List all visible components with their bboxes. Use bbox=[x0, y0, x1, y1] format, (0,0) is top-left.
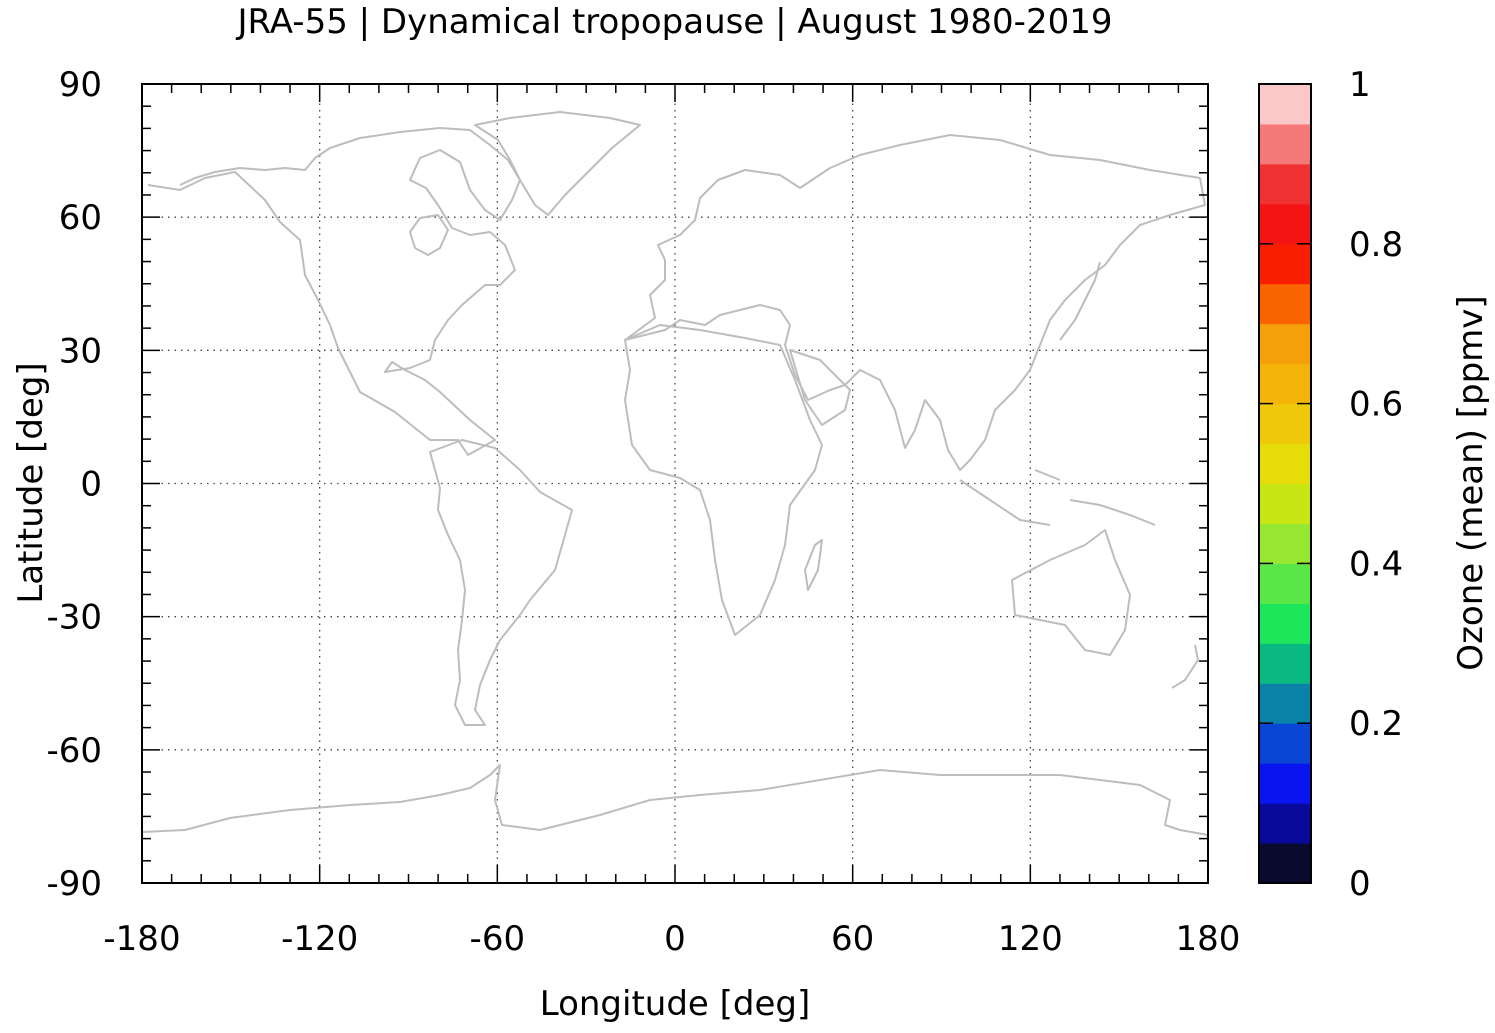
colorbar-tick-label: 0.6 bbox=[1349, 385, 1403, 425]
coast-madagascar bbox=[804, 539, 823, 591]
y-tick-label: 60 bbox=[59, 198, 102, 238]
colorbar-tick-label: 0 bbox=[1349, 864, 1371, 904]
y-tick-label: 90 bbox=[59, 65, 102, 105]
colorbar-label: Ozone (mean) [ppmv] bbox=[1451, 295, 1491, 670]
y-tick-label: 30 bbox=[59, 331, 102, 371]
colorbar-swatch bbox=[1259, 163, 1311, 205]
x-tick-label: 180 bbox=[1176, 919, 1241, 959]
y-axis-label: Latitude [deg] bbox=[11, 362, 51, 603]
colorbar-tick-label: 0.4 bbox=[1349, 544, 1403, 584]
colorbar-swatch bbox=[1259, 403, 1311, 445]
coast-hudson-bay bbox=[409, 214, 449, 256]
colorbar-swatch bbox=[1259, 723, 1311, 764]
x-axis-label: Longitude [deg] bbox=[540, 984, 811, 1024]
colorbar-swatch bbox=[1259, 443, 1311, 484]
colorbar-swatch bbox=[1259, 283, 1311, 325]
colorbar-swatch bbox=[1259, 323, 1311, 365]
colorbar-swatch bbox=[1259, 683, 1311, 724]
y-tick-label: 0 bbox=[80, 465, 102, 505]
colorbar-swatch bbox=[1259, 763, 1311, 804]
colorbar-swatch bbox=[1259, 523, 1311, 564]
colorbar-swatch bbox=[1259, 363, 1311, 405]
y-tick-labels: 90 60 30 0 -30 -60 -90 bbox=[46, 65, 102, 904]
colorbar-swatch bbox=[1259, 843, 1311, 884]
colorbar bbox=[1258, 83, 1312, 884]
colorbar-swatch bbox=[1259, 803, 1311, 844]
coast-south-america bbox=[429, 439, 573, 726]
x-tick-label: -180 bbox=[103, 919, 180, 959]
colorbar-swatch bbox=[1259, 123, 1311, 165]
colorbar-swatch bbox=[1259, 563, 1311, 604]
x-tick-label: 60 bbox=[831, 919, 874, 959]
x-tick-labels: -180 -120 -60 0 60 120 180 bbox=[103, 919, 1240, 959]
x-tick-label: -120 bbox=[281, 919, 358, 959]
colorbar-tick-label: 0.2 bbox=[1349, 704, 1403, 744]
x-tick-label: 120 bbox=[998, 919, 1063, 959]
coast-indonesia bbox=[959, 469, 1156, 526]
chart-title: JRA-55 | Dynamical tropopause | August 1… bbox=[236, 2, 1113, 42]
y-tick-label: -60 bbox=[46, 731, 102, 771]
colorbar-swatch bbox=[1259, 483, 1311, 524]
coast-australia bbox=[1011, 529, 1131, 656]
coast-new-zealand bbox=[1171, 644, 1199, 689]
coast-arabia bbox=[789, 349, 851, 426]
x-tick-label: -60 bbox=[470, 919, 526, 959]
coast-japan bbox=[1059, 261, 1101, 341]
coast-greenland bbox=[474, 111, 641, 216]
colorbar-frame bbox=[1258, 83, 1312, 884]
coast-north-america bbox=[147, 127, 521, 456]
y-tick-label: -30 bbox=[46, 598, 102, 638]
x-tick-label: 0 bbox=[664, 919, 686, 959]
colorbar-swatch bbox=[1259, 643, 1311, 684]
plot-axes bbox=[141, 83, 1209, 884]
coast-africa bbox=[624, 324, 823, 636]
coast-eurasia bbox=[624, 134, 1206, 471]
colorbar-swatch bbox=[1259, 603, 1311, 644]
colorbar-swatch bbox=[1259, 243, 1311, 285]
coast-antarctica bbox=[141, 764, 1209, 836]
grid-lines bbox=[142, 84, 1208, 883]
y-tick-label: -90 bbox=[46, 864, 102, 904]
colorbar-tick-label: 1 bbox=[1349, 65, 1371, 105]
coastlines bbox=[141, 111, 1209, 836]
colorbar-tick-labels: 0 0.2 0.4 0.6 0.8 1 bbox=[1349, 65, 1403, 904]
colorbar-tick-label: 0.8 bbox=[1349, 225, 1403, 265]
colorbar-swatch bbox=[1259, 203, 1311, 245]
colorbar-swatch bbox=[1259, 84, 1311, 125]
